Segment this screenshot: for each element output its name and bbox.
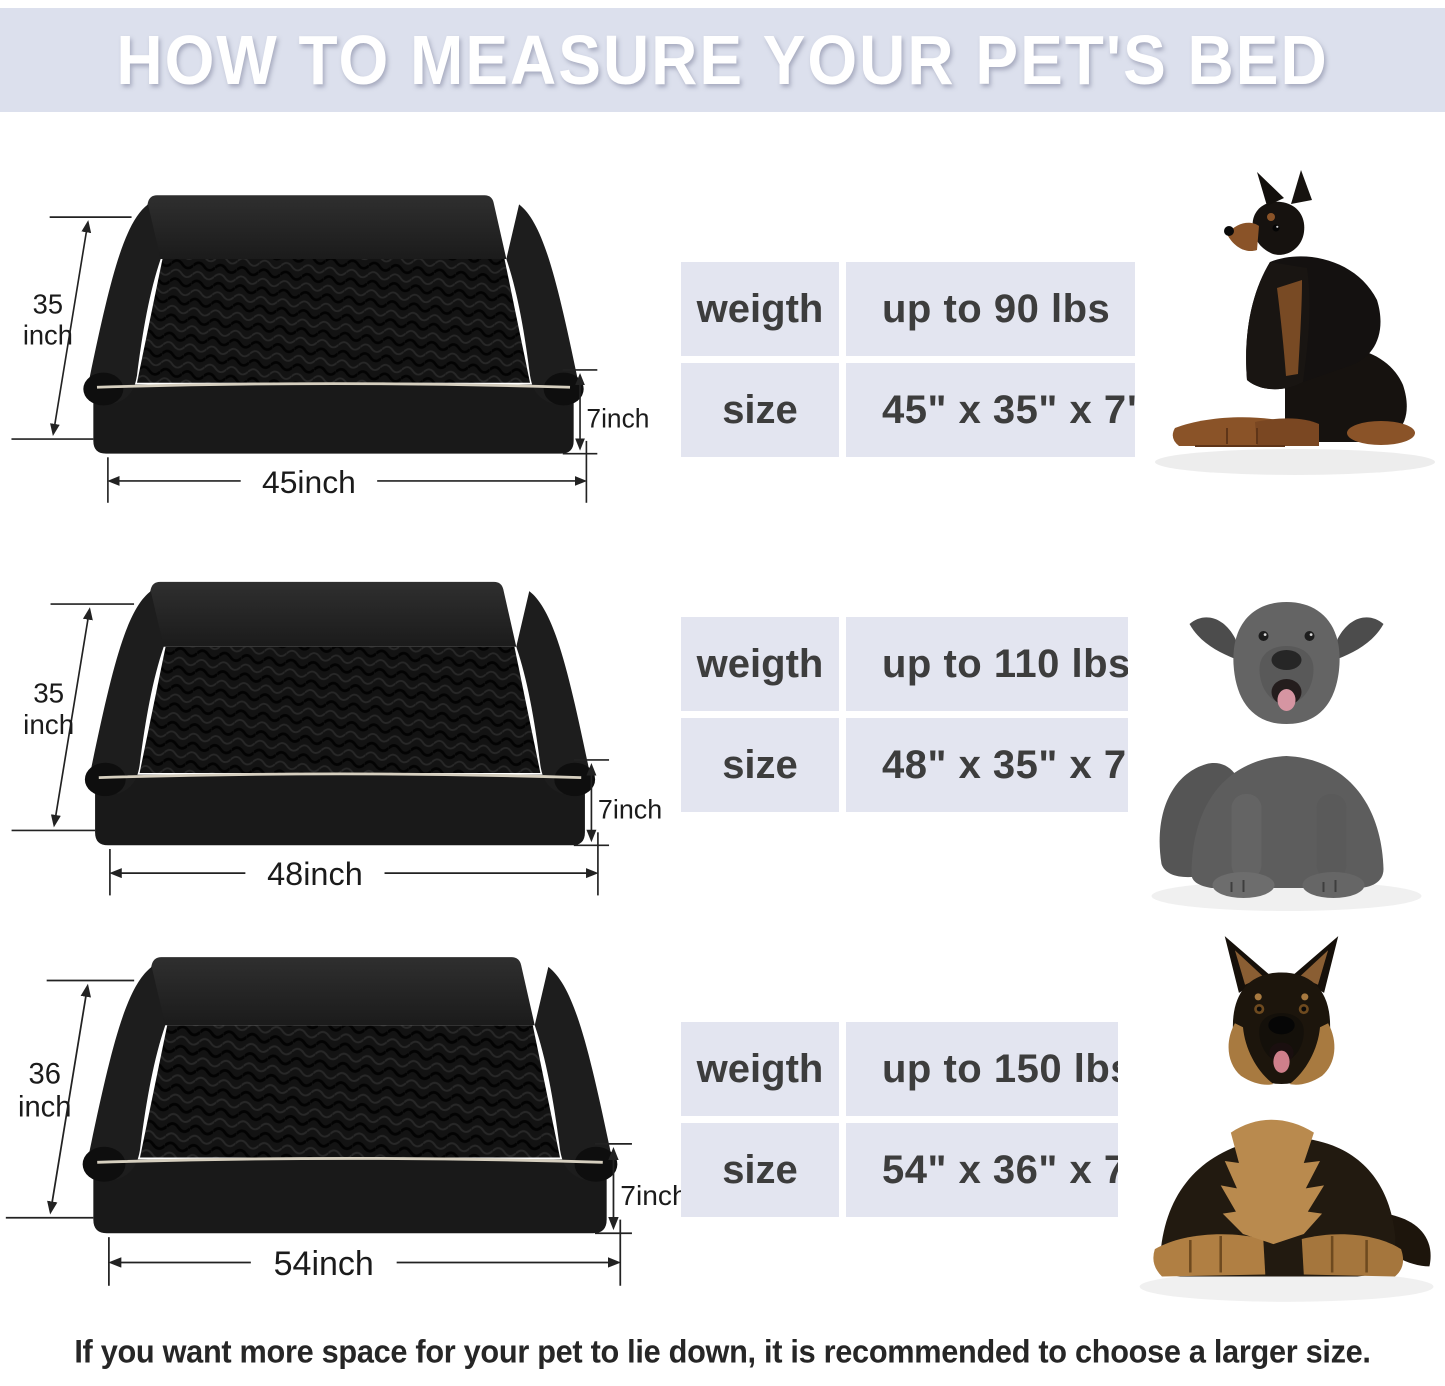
- dimension-annotations: 35 inch 7inch 48inch: [11, 603, 662, 896]
- width-label: 54inch: [274, 1245, 374, 1283]
- bed-diagram-54: 36 inch 7inch 54inch: [0, 928, 700, 1288]
- height-label: 7inch: [620, 1179, 687, 1211]
- size-value: 48" x 35" x 7": [846, 718, 1171, 812]
- width-label: 48inch: [267, 856, 363, 892]
- weight-value: up to 90 lbs: [846, 262, 1171, 356]
- bed-illustration: [83, 195, 584, 454]
- depth-unit-label: inch: [23, 319, 73, 350]
- weight-value: up to 150 lbs: [846, 1022, 1171, 1116]
- dog-image-doberman: [1135, 170, 1445, 485]
- bed-illustration: [84, 581, 596, 846]
- bed-diagram-45: 35 inch 7inch 45inch: [6, 168, 661, 505]
- spec-table-45: weigth up to 90 lbs size 45" x 35" x 7": [681, 262, 1171, 458]
- depth-unit-label: inch: [23, 709, 74, 740]
- spec-table-54: weigth up to 150 lbs size 54" x 36" x 7": [681, 1022, 1171, 1218]
- weight-label: weigth: [681, 262, 839, 356]
- dimension-annotations: 36 inch 7inch 54inch: [5, 979, 688, 1286]
- size-label: size: [681, 1123, 839, 1217]
- weight-label: weigth: [681, 1022, 839, 1116]
- weight-value: up to 110 lbs: [846, 617, 1171, 711]
- size-label: size: [681, 718, 839, 812]
- bed-diagram-48: 35 inch 7inch 48inch: [6, 554, 674, 897]
- height-label: 7inch: [598, 794, 662, 824]
- depth-value-label: 35: [33, 677, 64, 708]
- height-label: 7inch: [586, 403, 649, 433]
- header-banner: HOW TO MEASURE YOUR PET'S BED: [0, 8, 1445, 112]
- size-value: 45" x 35" x 7": [846, 363, 1171, 457]
- dog-image-german-shepherd: [1118, 930, 1445, 1315]
- weight-label: weigth: [681, 617, 839, 711]
- dimension-annotations: 35 inch 7inch 45inch: [11, 216, 649, 503]
- size-value: 54" x 36" x 7": [846, 1123, 1171, 1217]
- spec-table-48: weigth up to 110 lbs size 48" x 35" x 7": [681, 617, 1171, 813]
- width-label: 45inch: [262, 464, 356, 500]
- depth-value-label: 36: [29, 1059, 61, 1091]
- bed-illustration: [82, 957, 618, 1234]
- page-title: HOW TO MEASURE YOUR PET'S BED: [116, 21, 1329, 99]
- footer-note: If you want more space for your pet to l…: [74, 1333, 1371, 1370]
- dog-image-great-dane: [1128, 564, 1445, 924]
- size-label: size: [681, 363, 839, 457]
- depth-unit-label: inch: [18, 1092, 72, 1124]
- depth-value-label: 35: [33, 289, 63, 320]
